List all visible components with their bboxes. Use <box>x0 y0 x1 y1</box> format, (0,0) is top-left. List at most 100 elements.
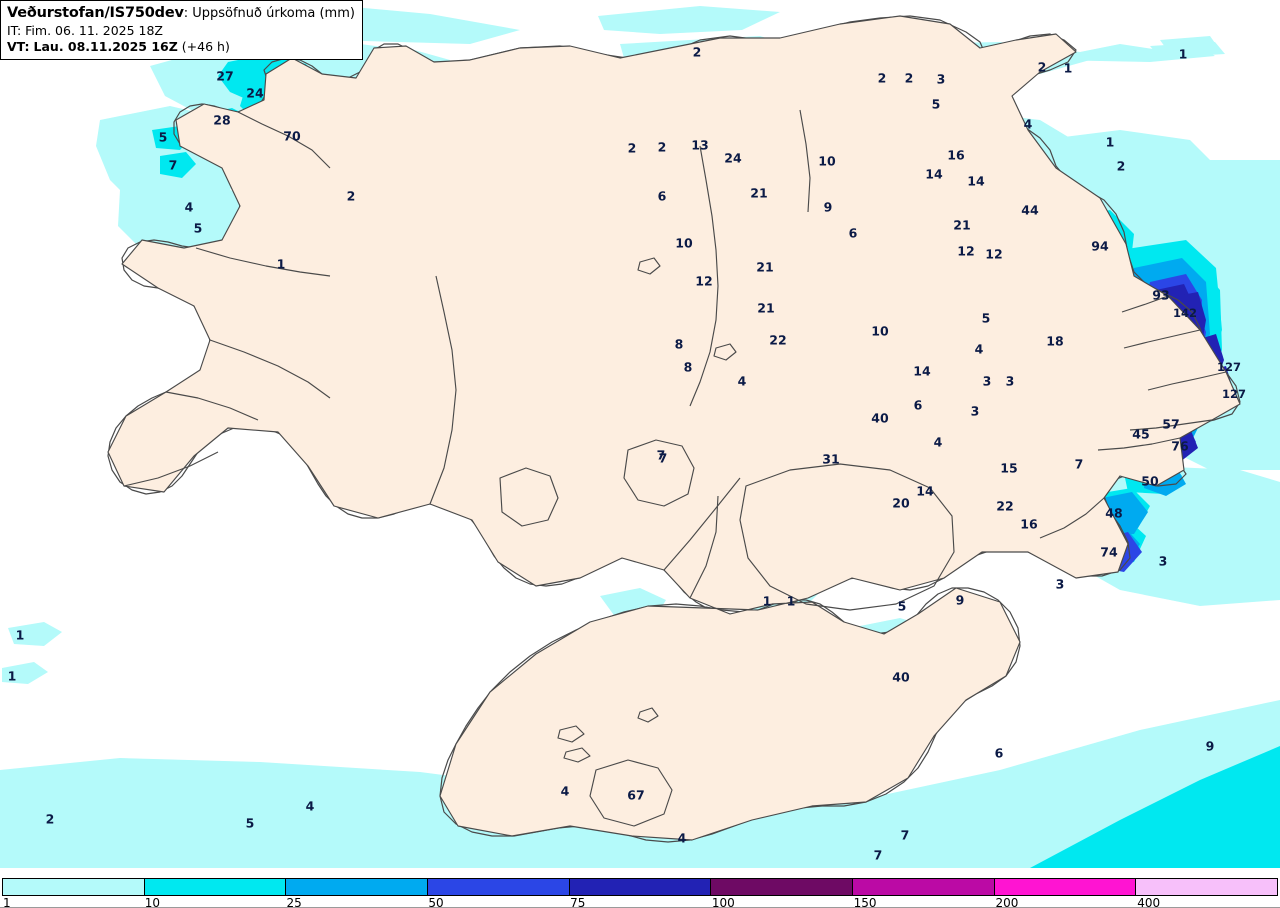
precip-value-label: 142 <box>1172 306 1198 320</box>
precip-value-label: 6 <box>913 397 923 413</box>
precip-value-label: 22 <box>769 332 787 348</box>
precip-value-label: 4 <box>677 830 687 846</box>
precip-value-label: 27 <box>216 68 234 84</box>
precip-value-label: 28 <box>213 112 231 128</box>
precip-value-label: 6 <box>657 188 667 204</box>
precip-value-label: 3 <box>1158 553 1168 569</box>
precip-value-label: 15 <box>1000 460 1018 476</box>
precip-value-label: 22 <box>996 498 1014 514</box>
precip-value-label: 12 <box>985 246 1003 262</box>
precip-value-label: 94 <box>1091 238 1109 254</box>
precip-value-label: 40 <box>892 669 910 685</box>
precip-value-label: 5 <box>981 310 991 326</box>
precip-value-label: 7 <box>900 827 910 843</box>
precip-value-label: 14 <box>925 166 943 182</box>
precip-value-label: 7 <box>658 450 668 466</box>
precip-value-label: 4 <box>560 783 570 799</box>
precip-value-label: 3 <box>1005 373 1015 389</box>
precip-value-label: 2 <box>877 70 887 86</box>
precip-value-label: 24 <box>246 85 264 101</box>
precip-value-label: 93 <box>1152 287 1170 303</box>
precip-value-label: 4 <box>184 199 194 215</box>
precip-value-label: 10 <box>871 323 889 339</box>
precip-value-label: 2 <box>1037 59 1047 75</box>
precip-value-label: 1 <box>276 256 286 272</box>
precip-value-label: 10 <box>818 153 836 169</box>
precip-value-label: 2 <box>904 70 914 86</box>
color-scale-tick-label: 150 <box>853 896 877 908</box>
precip-value-label: 2 <box>45 811 55 827</box>
color-scale-bar <box>2 878 1278 896</box>
info-line-init: IT: Fim. 06. 11. 2025 18Z <box>7 23 355 39</box>
precip-value-label: 44 <box>1021 202 1039 218</box>
model-name: Veðurstofan/IS750dev <box>7 5 184 21</box>
precip-value-label: 7 <box>656 447 666 463</box>
precip-value-label: 21 <box>750 185 768 201</box>
precip-value-label: 13 <box>691 137 709 153</box>
color-scale-tick-label: 25 <box>286 896 302 908</box>
precip-value-label: 2 <box>627 140 637 156</box>
lead-time: (+46 h) <box>181 39 230 55</box>
precip-value-label: 1 <box>1105 134 1115 150</box>
color-scale-band <box>428 879 570 895</box>
precip-value-label: 16 <box>947 147 965 163</box>
precip-value-label: 9 <box>955 592 965 608</box>
color-scale-band <box>711 879 854 895</box>
precip-value-label: 4 <box>1023 116 1033 132</box>
precip-value-label: 57 <box>1162 416 1180 432</box>
precip-value-label: 50 <box>1141 473 1159 489</box>
color-scale-band <box>144 879 287 895</box>
precip-value-label: 5 <box>897 598 907 614</box>
color-scale-tick-label: 75 <box>570 896 586 908</box>
info-line-valid: VT: Lau. 08.11.2025 16Z (+46 h) <box>7 39 355 55</box>
precip-value-label: 1 <box>786 593 796 609</box>
precip-value-label: 4 <box>933 434 943 450</box>
color-scale-tick-label: 100 <box>711 896 735 908</box>
precip-value-label: 14 <box>913 363 931 379</box>
precip-value-label: 3 <box>1055 576 1065 592</box>
precip-value-label: 14 <box>916 483 934 499</box>
precip-value-label: 5 <box>193 220 203 236</box>
precip-value-label: 45 <box>1132 426 1150 442</box>
color-scale-tick-label: 1 <box>3 896 11 908</box>
precip-value-label: 24 <box>724 150 742 166</box>
valid-time: Lau. 08.11.2025 16Z <box>33 39 178 55</box>
precip-value-label: 3 <box>936 71 946 87</box>
color-scale-band <box>1136 879 1278 895</box>
info-line-model: Veðurstofan/IS750dev: Uppsöfnuð úrkoma (… <box>7 4 355 23</box>
precipitation-map[interactable]: 2 2 1 1 2 2 3 5 4 1 2 27 24 28 70 5 7 4 5 2 1 2 2 13 24 10 6 21 9 16 1… <box>0 0 1280 868</box>
precip-value-label: 4 <box>305 798 315 814</box>
precip-value-label: 20 <box>892 495 910 511</box>
color-scale-band <box>286 879 429 895</box>
precip-value-label: 3 <box>982 373 992 389</box>
precip-value-label: 76 <box>1171 438 1189 454</box>
precip-value-label: 1 <box>1178 46 1188 62</box>
precip-value-label: 127 <box>1221 387 1247 401</box>
precip-value-label: 16 <box>1020 516 1038 532</box>
color-scale-tick-label: 50 <box>428 896 444 908</box>
precip-value-label: 7 <box>873 847 883 863</box>
precip-value-label: 9 <box>1205 738 1215 754</box>
precip-value-label: 74 <box>1100 544 1118 560</box>
precip-value-label: 8 <box>683 359 693 375</box>
precip-value-label: 127 <box>1216 360 1242 374</box>
precip-value-label: 7 <box>168 157 178 173</box>
precip-value-label: 4 <box>737 373 747 389</box>
precip-value-label: 21 <box>757 300 775 316</box>
precip-value-label: 31 <box>822 451 840 467</box>
map-layers <box>0 0 1280 868</box>
precip-value-label: 67 <box>627 787 645 803</box>
color-scale-band <box>569 879 712 895</box>
color-scale-band <box>3 879 145 895</box>
precip-value-label: 1 <box>762 593 772 609</box>
iceland-landmass <box>108 16 1240 840</box>
precip-value-label: 4 <box>974 341 984 357</box>
color-scale-band <box>994 879 1137 895</box>
color-scale-ticks: 1 10 25 50 75 100 150 200 400 <box>2 896 1278 908</box>
init-label: IT: <box>7 22 22 38</box>
precip-value-label: 1 <box>7 668 17 684</box>
precip-value-label: 8 <box>674 336 684 352</box>
precip-value-label: 5 <box>245 815 255 831</box>
precip-value-label: 40 <box>871 410 889 426</box>
